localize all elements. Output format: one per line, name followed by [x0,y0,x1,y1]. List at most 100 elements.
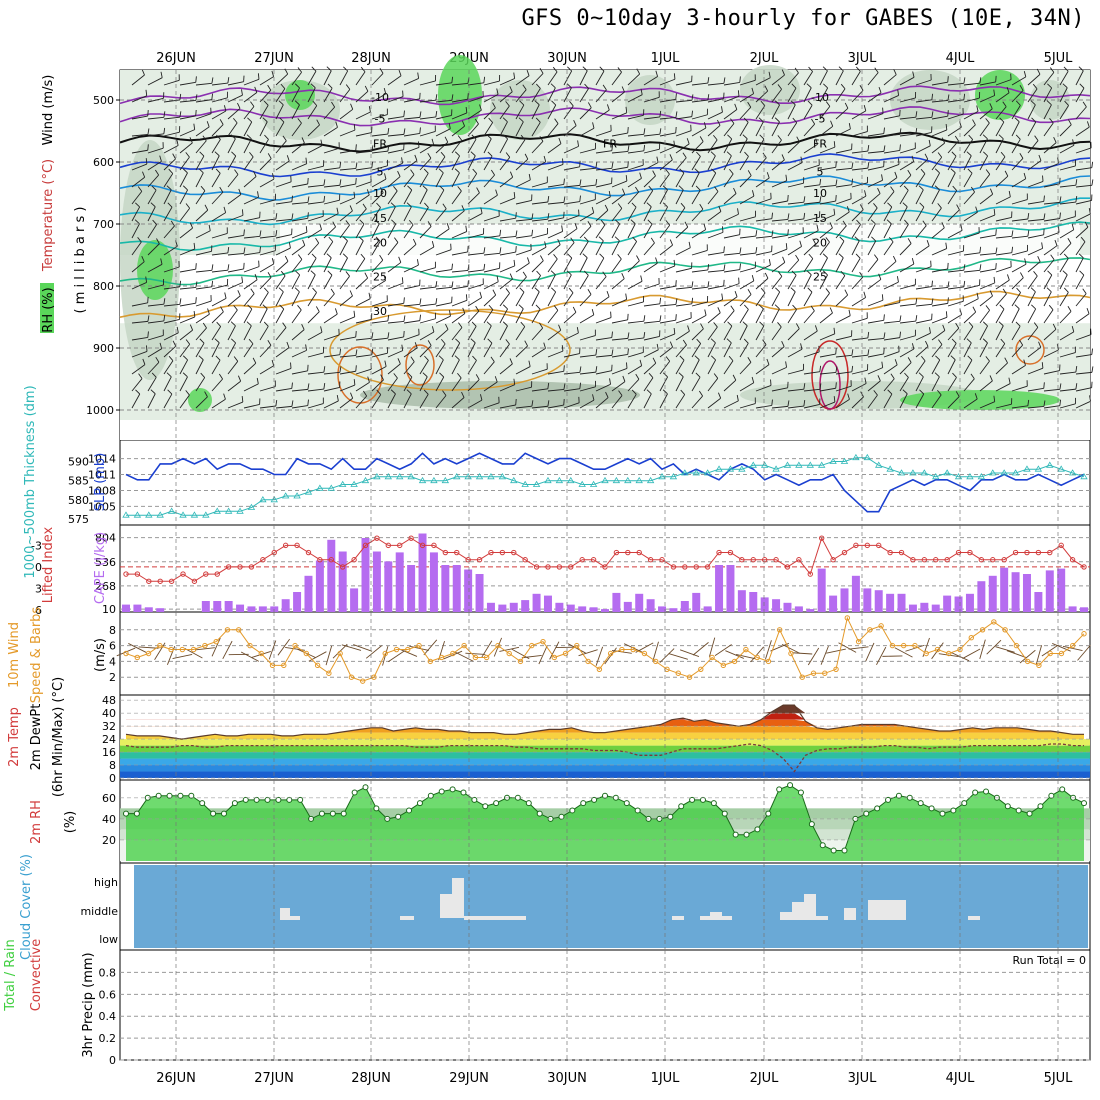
wind-barb-shaft [483,325,492,341]
cloud-block [700,916,710,920]
wind-barb-shaft [819,227,833,239]
wind-barb-shaft [883,206,893,222]
wind-barb [323,328,340,341]
wind-barb-flag [993,209,996,216]
wind-barb-flag [960,224,963,231]
wind-barb [515,243,532,256]
cross-bottom-blank [120,420,1090,440]
temp-tick-label: 8 [109,759,116,772]
wind-barb [243,211,261,222]
wind-barb [131,276,148,290]
wind-barb [691,77,710,86]
wind-barb-shaft [947,396,960,409]
wind-barb-shaft [179,376,188,392]
wind-barb-flag [1047,83,1052,89]
wind-barb-shaft [691,249,708,256]
wind-barb [403,259,419,273]
wind-barb-flag [1041,362,1044,369]
wind-barb-shaft [451,327,463,341]
wind-barb-flag [777,322,782,328]
wind-barb-shaft [643,349,659,358]
wind-speed-marker [1002,627,1008,633]
wind-barb [995,170,1009,188]
wind-barb-shaft [787,246,802,256]
wind-barb-shaft [483,361,495,375]
li-marker [556,564,563,570]
wind-barb-shaft [323,257,332,273]
isotherm-10 [119,175,1091,201]
wind-barb [147,356,160,375]
wind-barb-shaft [755,157,767,171]
thickness-marker [875,461,883,468]
li-marker [168,578,175,584]
wind-barb [611,348,629,358]
wind-barb-shaft [243,293,255,307]
wind-barb-shaft [979,309,990,324]
wind-barb-shaft [771,276,783,290]
wind-barb-shaft [307,215,324,222]
cloud-level-label: high [94,876,118,889]
wind-barb-shaft [227,309,238,324]
wind-barb-flag [598,236,604,242]
wind-barb-flag [592,122,595,129]
wind-barb-flag [528,360,531,367]
wind-barb [307,179,326,188]
li-marker [636,549,642,556]
wind-barb-flag [979,246,982,253]
wind-speed-marker [1081,631,1087,637]
wind-barb-shaft [163,286,180,290]
wind-barb-flag [931,111,934,118]
wind-barb-shaft [883,261,897,273]
wind-barb-shaft [163,345,177,358]
wind-barb [803,305,815,324]
wind-barb [627,389,637,409]
wind-barb-shaft [675,207,686,222]
cape-bar [680,601,689,612]
wind-barb-flag [691,110,693,117]
wind-barb-shaft [867,92,882,103]
wind-barb [243,338,254,358]
wind-barb [755,259,771,273]
wind-barb-flag [680,202,686,208]
wind-barb-shaft [851,369,868,375]
wind-barb-flag [934,372,940,378]
cape-bar [623,601,632,612]
wind-barb-flag [1027,399,1030,406]
wind-barb [387,389,396,409]
slp-line [125,452,1085,513]
wind-speed-marker [653,658,659,665]
wind-barb [339,349,358,358]
wind-barb-shaft [291,370,308,375]
li-marker [282,542,289,549]
wind-barb-flag [1024,258,1027,265]
wind-barb-flag [323,195,326,202]
li-marker [693,564,699,570]
cape-bar [156,608,165,612]
wind-barb [131,110,149,120]
rh-marker [133,810,140,817]
cape-bar [908,604,917,612]
wind-barb-shaft [451,231,467,239]
wind-barb-flag [727,321,733,327]
li-marker [967,549,973,556]
wind-barb-flag [639,359,643,366]
wind-barb-flag [398,69,402,76]
wind-barb-flag [279,304,285,310]
wind-barb-flag [945,242,948,249]
wind-barb-flag [475,305,480,312]
wind-barb-shaft [387,176,401,188]
wind-barb [819,66,828,86]
wind-barb [899,169,912,188]
wind-barb [339,310,356,324]
wind-speed-marker [529,642,535,649]
rh-marker [623,800,630,807]
cape-bar [247,606,256,612]
wind-barb [387,90,404,103]
wind-barb-flag [1059,212,1061,219]
wind-barb [339,236,348,256]
cape-bar [1000,567,1009,612]
wind-speed-marker [810,670,817,676]
wind-barb-shaft [851,297,866,307]
wind-barb-flag [544,241,547,248]
